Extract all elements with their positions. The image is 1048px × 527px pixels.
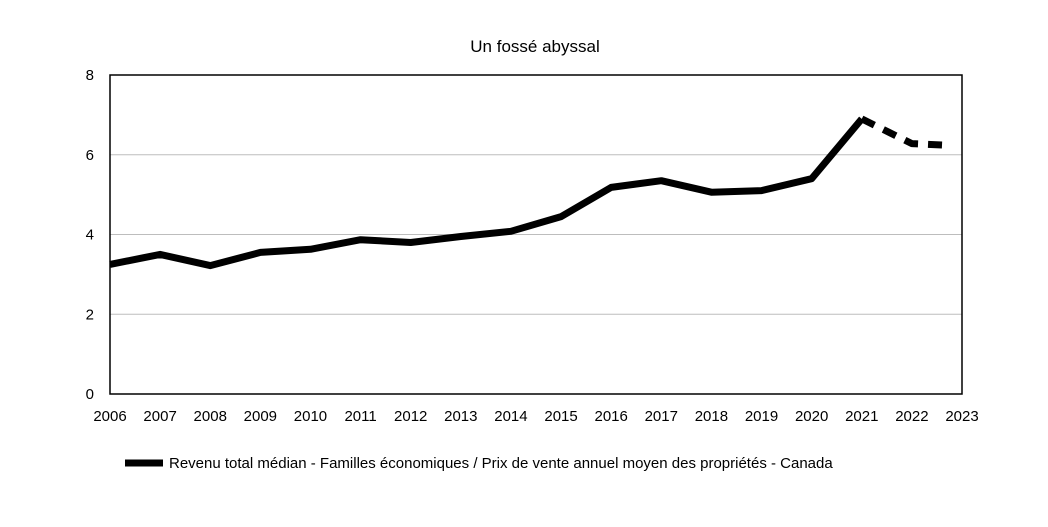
series-line-dashed [860,115,948,149]
x-tick-label: 2018 [695,408,728,425]
legend-label: Revenu total médian - Familles économiqu… [169,455,833,472]
y-tick-label: 4 [86,227,94,244]
y-tick-label: 6 [86,147,94,164]
x-tick-label: 2014 [494,408,527,425]
x-tick-label: 2008 [194,408,227,425]
x-axis-ticks: 2006 2007 2008 2009 2010 2011 2012 2013 2014 2015… [93,408,978,425]
y-tick-label: 2 [86,306,94,323]
x-tick-label: 2023 [945,408,978,425]
series-group [109,115,948,270]
x-tick-label: 2020 [795,408,828,425]
gridlines [110,154,962,315]
x-tick-label: 2016 [594,408,627,425]
x-tick-label: 2007 [143,408,176,425]
y-tick-label: 8 [86,67,94,84]
x-tick-label: 2022 [895,408,928,425]
x-tick-label: 2006 [93,408,126,425]
y-axis-ticks: 0 2 4 6 8 [86,67,94,403]
chart-title: Un fossé abyssal [470,37,599,56]
x-tick-label: 2010 [294,408,327,425]
x-tick-label: 2017 [645,408,678,425]
x-tick-label: 2015 [544,408,577,425]
x-tick-label: 2011 [344,408,376,425]
legend: Revenu total médian - Familles économiqu… [125,455,833,472]
y-tick-label: 0 [86,386,94,403]
x-tick-label: 2012 [394,408,427,425]
x-tick-label: 2013 [444,408,477,425]
x-tick-label: 2009 [244,408,277,425]
plot-frame [109,74,963,395]
x-tick-label: 2019 [745,408,778,425]
series-line [109,116,865,270]
x-tick-label: 2021 [845,408,878,425]
